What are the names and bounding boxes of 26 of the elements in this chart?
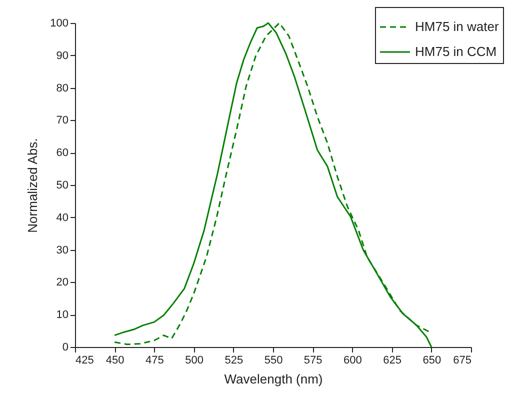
y-tick-label: 50	[56, 180, 68, 192]
x-tick-label: 500	[185, 354, 204, 366]
y-axis-title: Normalized Abs.	[25, 138, 40, 233]
y-tick-label: 100	[50, 18, 68, 30]
y-tick-label: 30	[56, 244, 68, 256]
y-tick-label: 40	[56, 212, 68, 224]
y-tick-label: 60	[56, 147, 68, 160]
x-tick-label: 650	[422, 354, 442, 366]
y-tick-label: 10	[56, 309, 68, 322]
x-tick-label: 625	[383, 354, 402, 366]
y-tick-label: 90	[56, 50, 68, 62]
x-tick-label: 525	[224, 354, 244, 366]
legend-label: HM75 in water	[415, 19, 500, 34]
x-tick-label: 475	[146, 354, 164, 366]
x-tick-label: 425	[76, 354, 94, 366]
x-tick-label: 675	[453, 354, 472, 366]
y-tick-label: 70	[56, 114, 68, 127]
y-tick-label: 80	[56, 82, 68, 94]
x-axis-title: Wavelength (nm)	[224, 372, 323, 386]
x-tick-label: 600	[344, 354, 362, 366]
y-tick-label: 0	[62, 342, 68, 354]
legend-label: HM75 in CCM	[415, 44, 497, 59]
x-tick-label: 575	[304, 354, 322, 366]
x-tick-label: 450	[106, 354, 124, 366]
y-tick-label: 20	[56, 276, 68, 289]
x-tick-label: 550	[264, 354, 283, 366]
